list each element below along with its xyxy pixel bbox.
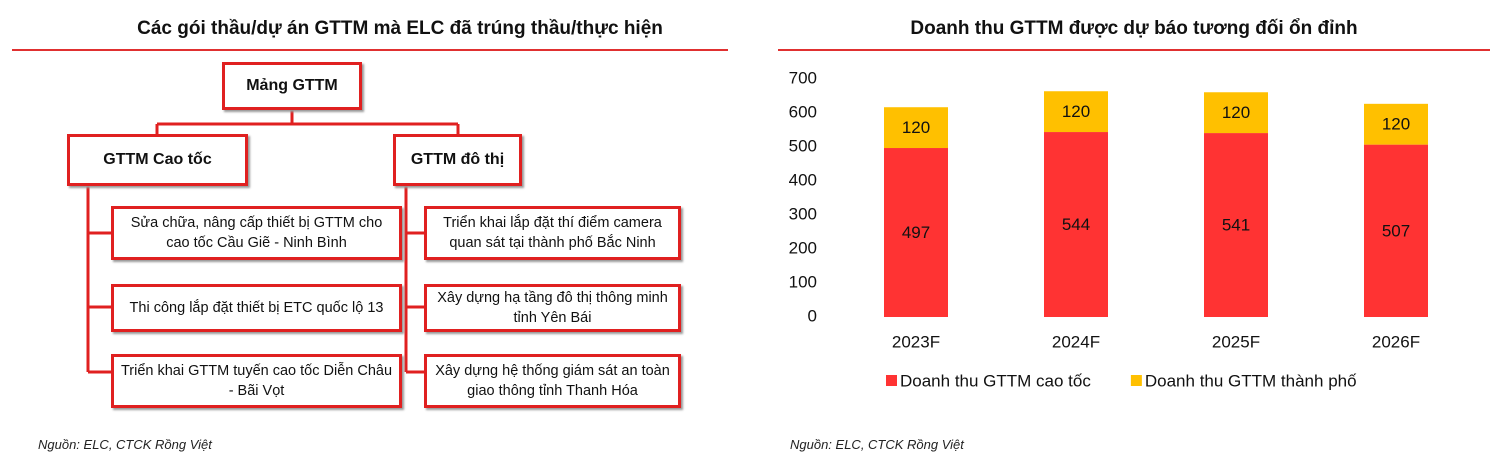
- y-tick-label: 200: [789, 238, 817, 257]
- connectors: [86, 110, 460, 374]
- x-tick-label: 2023F: [892, 332, 940, 351]
- leaf-node: Xây dựng hạ tầng đô thị thông minh tỉnh …: [424, 284, 681, 332]
- x-tick-label: 2025F: [1212, 332, 1260, 351]
- bar-segment: [1364, 103, 1428, 145]
- y-tick-label: 100: [789, 272, 817, 291]
- legend-swatch: [886, 375, 897, 386]
- data-label: 120: [1062, 102, 1090, 121]
- bar-segment: [1204, 133, 1268, 317]
- branch-node: GTTM Cao tốc: [67, 134, 248, 186]
- title-rule: [778, 49, 1490, 51]
- data-label: 120: [1222, 103, 1250, 122]
- leaf-node: Triển khai GTTM tuyến cao tốc Diễn Châu …: [111, 354, 402, 408]
- y-tick-label: 700: [789, 68, 817, 87]
- chart-title: Doanh thu GTTM được dự báo tương đối ổn …: [910, 18, 1358, 39]
- y-tick-label: 400: [789, 170, 817, 189]
- bar-segment: [1204, 92, 1268, 134]
- y-tick-label: 300: [789, 204, 817, 223]
- diagram-title: Các gói thầu/dự án GTTM mà ELC đã trúng …: [137, 18, 663, 39]
- y-tick-label: 500: [789, 136, 817, 155]
- branch-node: GTTM đô thị: [393, 134, 522, 186]
- title-rule: [12, 49, 728, 51]
- bar-segment: [1044, 91, 1108, 133]
- legend-label: Doanh thu GTTM cao tốc: [900, 371, 1091, 390]
- leaf-node: Sửa chữa, nâng cấp thiết bị GTTM cho cao…: [111, 206, 402, 260]
- source-note: Nguồn: ELC, CTCK Rồng Việt: [790, 437, 964, 452]
- bar-segment: [884, 107, 948, 149]
- y-tick-label: 0: [808, 306, 817, 325]
- data-label: 120: [902, 118, 930, 137]
- chart: 0 100 200 300 400 500 600 700 497 120 2023F 544 120 2…: [789, 68, 1428, 390]
- data-label: 120: [1382, 115, 1410, 134]
- legend-swatch: [1130, 375, 1142, 386]
- bar-segment: [1044, 132, 1108, 317]
- leaf-node: Xây dựng hệ thống giám sát an toàn giao …: [424, 354, 681, 408]
- leaf-node: Triển khai lắp đặt thí điểm camera quan …: [424, 206, 681, 260]
- legend-label: Doanh thu GTTM thành phố: [1145, 371, 1357, 390]
- data-label: 497: [902, 223, 930, 242]
- bar-segment: [884, 148, 948, 317]
- data-label: 541: [1222, 216, 1250, 235]
- source-note: Nguồn: ELC, CTCK Rồng Việt: [38, 437, 212, 452]
- data-label: 544: [1062, 215, 1090, 234]
- leaf-node: Thi công lắp đặt thiết bị ETC quốc lộ 13: [111, 284, 402, 332]
- root-node: Mảng GTTM: [222, 62, 362, 110]
- y-tick-label: 600: [789, 102, 817, 121]
- x-tick-label: 2024F: [1052, 332, 1100, 351]
- data-label: 507: [1382, 221, 1410, 240]
- x-tick-label: 2026F: [1372, 332, 1420, 351]
- bar-segment: [1364, 144, 1428, 317]
